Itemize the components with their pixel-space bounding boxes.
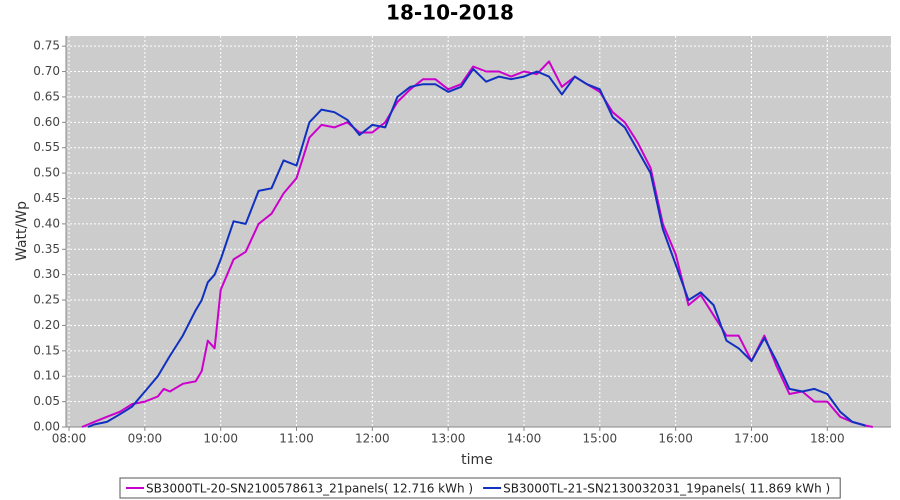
x-tick-label: 15:00 [583, 432, 618, 446]
x-tick-label: 16:00 [658, 432, 693, 446]
legend-label: SB3000TL-20-SN2100578613_21panels( 12.71… [146, 482, 473, 496]
x-tick-label: 09:00 [128, 432, 163, 446]
y-tick-label: 0.15 [33, 343, 60, 357]
x-tick-label: 17:00 [734, 432, 769, 446]
y-tick-label: 0.50 [33, 166, 60, 180]
y-tick-label: 0.35 [33, 242, 60, 256]
series-line [87, 68, 866, 428]
y-tick-label: 0.20 [33, 318, 60, 332]
y-tick-label: 0.75 [33, 39, 60, 53]
y-tick-label: 0.70 [33, 64, 60, 78]
chart-title: 18-10-2018 [386, 1, 514, 25]
x-tick-label: 12:00 [355, 432, 390, 446]
y-tick-label: 0.45 [33, 191, 60, 205]
x-tick-label: 13:00 [431, 432, 466, 446]
y-tick-label: 0.65 [33, 89, 60, 103]
x-tick-label: 08:00 [52, 432, 87, 446]
y-tick-label: 0.05 [33, 394, 60, 408]
plot-area [66, 36, 891, 427]
y-tick-label: 0.00 [33, 420, 60, 434]
x-tick-label: 14:00 [507, 432, 542, 446]
x-tick-label: 11:00 [279, 432, 314, 446]
legend-label: SB3000TL-21-SN2130032031_19panels( 11.86… [503, 482, 830, 496]
y-tick-label: 0.25 [33, 293, 60, 307]
x-tick-label: 18:00 [810, 432, 845, 446]
y-tick-label: 0.55 [33, 140, 60, 154]
y-tick-label: 0.60 [33, 115, 60, 129]
y-axis-title: Watt/Wp [14, 201, 30, 261]
x-axis-title: time [461, 452, 493, 468]
y-tick-label: 0.30 [33, 267, 60, 281]
legend-box [119, 477, 841, 499]
series-line [81, 60, 873, 428]
x-tick-label: 10:00 [203, 432, 238, 446]
y-tick-label: 0.10 [33, 369, 60, 383]
y-tick-label: 0.40 [33, 216, 60, 230]
